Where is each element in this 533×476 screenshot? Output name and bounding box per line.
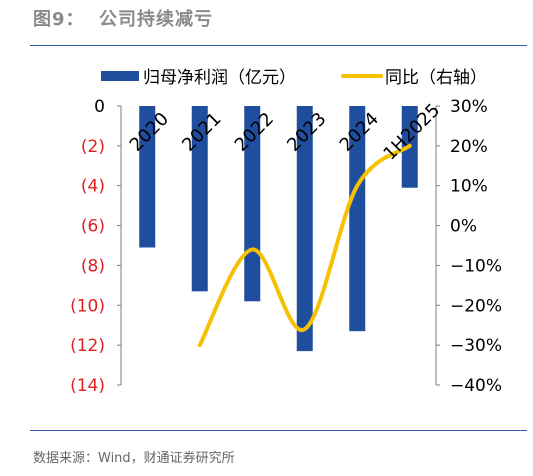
right-tick-label: 30% bbox=[450, 97, 488, 117]
title-rule bbox=[30, 45, 527, 46]
left-tick-label: (8) bbox=[81, 256, 105, 276]
legend-bar-swatch bbox=[101, 71, 139, 81]
left-tick-label: (12) bbox=[70, 336, 105, 356]
left-tick-label: (4) bbox=[81, 177, 105, 197]
left-tick-label: (10) bbox=[70, 296, 105, 316]
legend-bar-label: 归母净利润（亿元） bbox=[143, 68, 296, 88]
line-series bbox=[197, 143, 412, 348]
right-tick-label: 20% bbox=[450, 137, 488, 157]
bar-series bbox=[139, 106, 418, 352]
data-source: 数据来源：Wind，财通证券研究所 bbox=[33, 451, 235, 466]
bar bbox=[349, 106, 366, 332]
figure-title: 图9： 公司持续减亏 bbox=[33, 9, 214, 30]
left-tick-label: (2) bbox=[81, 137, 105, 157]
legend-line-label: 同比（右轴） bbox=[385, 68, 487, 88]
bar bbox=[296, 106, 313, 352]
footer-rule bbox=[30, 430, 527, 431]
right-tick-label: −10% bbox=[450, 256, 502, 276]
chart-axes: 0 (2) (4) (6) (8) (10) (12) (14) 30% 20% 10% 0% −10%… bbox=[70, 97, 502, 396]
left-tick-label: (14) bbox=[70, 376, 105, 396]
bar bbox=[139, 106, 156, 248]
right-tick-label: 0% bbox=[450, 217, 477, 237]
right-tick-label: −20% bbox=[450, 296, 502, 316]
right-tick-label: −30% bbox=[450, 336, 502, 356]
right-tick-label: −40% bbox=[450, 376, 502, 396]
left-tick-label: 0 bbox=[94, 97, 105, 117]
left-tick-label: (6) bbox=[81, 217, 105, 237]
right-tick-label: 10% bbox=[450, 177, 488, 197]
chart-legend: 归母净利润（亿元） 同比（右轴） bbox=[101, 68, 487, 88]
bar bbox=[191, 106, 208, 292]
